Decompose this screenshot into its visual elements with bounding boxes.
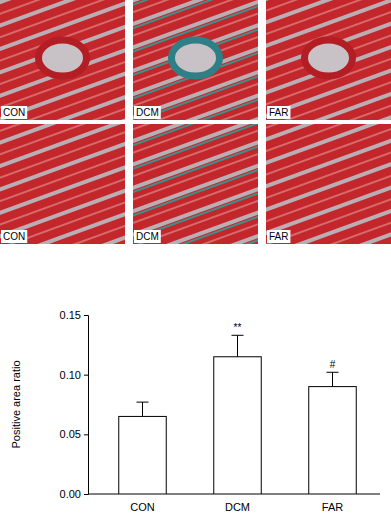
- error-bar: [137, 402, 149, 416]
- vessel: [305, 40, 353, 76]
- panel-label: FAR: [269, 231, 288, 242]
- y-tick: 0.00: [60, 488, 88, 500]
- y-axis-line: [84, 316, 89, 495]
- micrograph: [0, 0, 125, 120]
- bar: [214, 357, 262, 494]
- x-tick: CON: [130, 494, 155, 513]
- x-tick: FAR: [322, 494, 343, 513]
- y-tick: 0.05: [60, 428, 88, 440]
- x-tick-label: CON: [130, 501, 155, 513]
- y-axis-title: Positive area ratio: [10, 360, 22, 448]
- y-tick-mark: [84, 315, 88, 316]
- micrograph: [0, 124, 125, 244]
- label-box: [267, 106, 290, 119]
- micrograph: [266, 124, 391, 244]
- panel-label: FAR: [269, 107, 288, 118]
- bar: [119, 416, 167, 494]
- error-bar: [327, 372, 339, 386]
- label-box: [1, 106, 27, 119]
- label-box: [1, 230, 27, 243]
- label-box: [267, 230, 290, 243]
- micrograph: [133, 0, 258, 120]
- vessel: [172, 40, 220, 76]
- bars: [119, 335, 357, 494]
- x-tick-label: DCM: [225, 501, 250, 513]
- y-tick: 0.15: [60, 309, 88, 321]
- y-tick: 0.10: [60, 369, 88, 381]
- y-tick-mark: [84, 494, 88, 495]
- y-tick-label: 0.10: [60, 369, 81, 381]
- vessel: [39, 40, 87, 76]
- y-tick-label: 0.00: [60, 488, 81, 500]
- x-axis: CON DCM FAR: [88, 494, 380, 513]
- label-box: [134, 230, 161, 243]
- panel-label: CON: [3, 107, 25, 118]
- bar: [309, 387, 357, 494]
- micrograph: [266, 0, 391, 120]
- significance-mark: #: [330, 359, 336, 370]
- y-tick-mark: [84, 375, 88, 376]
- micrograph: [133, 124, 258, 244]
- y-axis: 0.00 0.05 0.10 0.15: [60, 309, 89, 500]
- y-tick-mark: [84, 434, 88, 435]
- significance-mark: **: [234, 322, 242, 333]
- panel-label: DCM: [136, 231, 159, 242]
- y-tick-label: 0.15: [60, 309, 81, 321]
- x-tick-label: FAR: [322, 501, 343, 513]
- panel-label: DCM: [136, 107, 159, 118]
- panel-label: CON: [3, 231, 25, 242]
- micrographs: CON DCM FAR CON DCM FAR: [0, 0, 391, 244]
- label-box: [134, 106, 161, 119]
- figure: CON DCM FAR CON DCM FAR 0.00 0.05 0.10 0.15 CON DCM…: [0, 0, 391, 526]
- y-tick-label: 0.05: [60, 428, 81, 440]
- error-bar: [232, 335, 244, 356]
- x-tick: DCM: [225, 494, 250, 513]
